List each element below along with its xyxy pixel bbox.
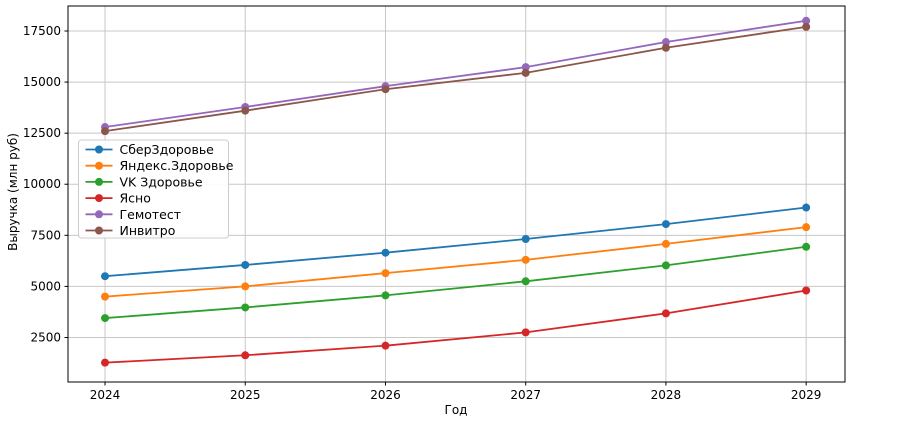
- data-point-1-2025: [241, 282, 250, 291]
- data-point-3-2029: [802, 286, 811, 295]
- data-point-3-2028: [661, 309, 670, 318]
- legend-label: СберЗдоровье: [120, 142, 215, 157]
- data-point-2-2024: [101, 314, 110, 323]
- legend-entry: Гемотест: [85, 207, 182, 222]
- data-point-0-2024: [101, 272, 110, 281]
- series-line-3: [104, 289, 807, 364]
- legend-label: Гемотест: [120, 207, 182, 222]
- data-point-2-2027: [521, 277, 530, 286]
- legend-box: [78, 139, 229, 239]
- legend-entry: VK Здоровье: [85, 174, 203, 189]
- series-line-1: [104, 226, 807, 298]
- data-point-2-2025: [241, 303, 250, 312]
- data-point-0-2027: [521, 235, 530, 244]
- data-point-0-2025: [241, 260, 250, 269]
- data-point-5-2029: [802, 22, 811, 31]
- y-tick-label: 15000: [23, 75, 61, 89]
- data-point-5-2025: [241, 106, 250, 115]
- legend-marker: [95, 194, 103, 203]
- data-point-3-2027: [521, 328, 530, 337]
- legend-label: Ясно: [120, 191, 151, 206]
- data-point-1-2029: [802, 223, 811, 232]
- series-line-4: [104, 19, 807, 128]
- data-point-1-2027: [521, 255, 530, 264]
- y-tick-label: 12500: [23, 126, 61, 140]
- x-tick-label: 2025: [230, 388, 261, 402]
- series-line-0: [104, 206, 807, 278]
- series-line-2: [104, 245, 807, 319]
- data-point-3-2025: [241, 351, 250, 360]
- series-line-5: [104, 26, 807, 133]
- y-tick-label: 10000: [23, 177, 61, 191]
- data-point-5-2027: [521, 68, 530, 77]
- axes-layer: 2500 5000 7500 10000 12500 15000 17500 2024 2025…: [23, 5, 846, 402]
- y-axis-label: Выручка (млн руб): [6, 133, 20, 251]
- y-tick-label: 7500: [30, 228, 61, 242]
- legend-marker: [95, 161, 103, 170]
- data-point-4-2028: [661, 38, 670, 47]
- data-point-1-2028: [661, 239, 670, 248]
- x-tick-label: 2027: [510, 388, 541, 402]
- data-point-4-2029: [802, 16, 811, 25]
- legend-entry: Яндекс.Здоровье: [85, 158, 234, 173]
- x-tick-label: 2029: [791, 388, 822, 402]
- y-tick-label: 2500: [30, 330, 61, 344]
- data-point-1-2024: [101, 292, 110, 301]
- data-point-0-2029: [802, 203, 811, 212]
- legend-marker: [95, 177, 103, 186]
- y-tick-label: 17500: [23, 24, 61, 38]
- data-point-5-2026: [381, 85, 390, 94]
- legend-entry: Инвитро: [85, 223, 176, 238]
- legend-label: Яндекс.Здоровье: [120, 158, 234, 173]
- data-point-5-2024: [101, 127, 110, 136]
- series-layer: [101, 16, 811, 367]
- data-point-5-2028: [661, 43, 670, 52]
- x-tick-label: 2024: [90, 388, 121, 402]
- legend-entry: СберЗдоровье: [85, 142, 215, 157]
- y-tick-label: 5000: [30, 279, 61, 293]
- legend-marker: [95, 226, 103, 235]
- data-point-1-2026: [381, 269, 390, 278]
- data-point-3-2024: [101, 358, 110, 367]
- legend-label: VK Здоровье: [120, 174, 203, 189]
- x-tick-label: 2026: [370, 388, 401, 402]
- data-point-2-2029: [802, 242, 811, 251]
- plot-border: [67, 5, 846, 383]
- legend-marker: [95, 210, 103, 219]
- data-point-0-2026: [381, 248, 390, 257]
- data-point-4-2027: [521, 63, 530, 72]
- legend-label: Инвитро: [120, 223, 176, 238]
- data-point-2-2026: [381, 291, 390, 300]
- data-point-2-2028: [661, 261, 670, 270]
- x-axis-label: Год: [445, 403, 468, 417]
- legend-entry: Ясно: [85, 191, 151, 206]
- data-point-3-2026: [381, 341, 390, 350]
- x-tick-label: 2028: [651, 388, 682, 402]
- legend-marker: [95, 145, 103, 154]
- data-point-0-2028: [661, 220, 670, 229]
